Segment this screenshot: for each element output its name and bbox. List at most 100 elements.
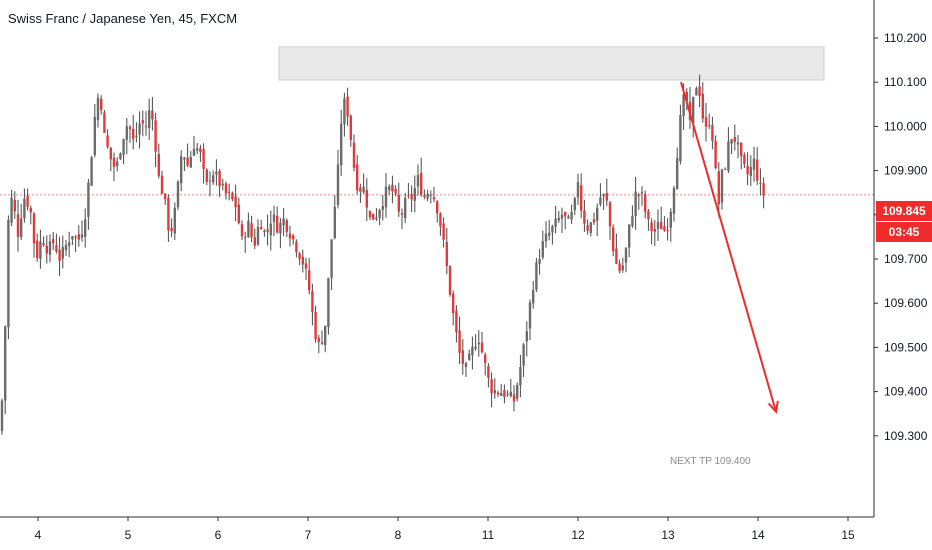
candle-body [420,173,423,195]
candle-body [128,126,132,129]
price-tick-label: 110.200 [884,31,927,45]
time-tick-label: 13 [661,528,675,542]
candle-body [554,218,557,227]
candle-body [701,93,704,119]
candle-body [407,194,410,196]
candle-body [74,236,77,238]
candle-body [663,226,666,231]
candle-body [474,346,477,349]
candle-body [692,97,695,123]
candle-body [487,366,490,378]
candle-body [340,123,343,166]
candle-body [429,194,432,196]
candle-body [103,112,106,133]
candle-body [615,248,618,264]
candle-body [365,189,368,208]
candle-body [720,169,724,203]
candle-body [183,157,186,160]
candle-body [717,171,720,205]
candle-body [272,214,276,222]
candle-body [42,243,45,246]
candle-body [157,154,160,176]
candle-body [205,169,208,182]
current-price-label: 109.845 [876,201,932,221]
candle-body [612,227,615,252]
candle-body [496,392,500,395]
candle-body [621,265,624,270]
candle-body [317,338,320,342]
candle-body [349,115,352,140]
candle-body [295,241,298,253]
candle-body [208,180,212,182]
candle-body [164,193,167,199]
candle-body [122,139,125,155]
candle-body [144,126,148,128]
candle-body [176,181,180,208]
candle-body [260,226,263,230]
candle-body [685,92,688,102]
candle-body [304,263,308,269]
candle-body [228,191,231,193]
time-tick-label: 7 [305,528,312,542]
candle-body [68,242,71,246]
candle-body [324,325,327,346]
candle-body [484,354,487,363]
candle-body [538,259,541,264]
time-axis[interactable]: 4 5 6 7 8 11 12 13 14 15 [35,517,855,542]
candle-body [279,222,282,234]
candle-body [618,263,621,272]
candle-body [58,249,61,261]
candle-body [276,215,279,233]
candle-body [189,157,192,168]
time-tick-label: 12 [571,528,585,542]
candle-body [682,94,685,116]
candle-body [266,229,269,232]
candle-body [45,245,48,254]
candle-body [711,125,714,141]
candle-body [167,197,170,231]
projection-line[interactable] [680,81,777,412]
candle-body [368,210,372,218]
candle-body [327,278,330,327]
candle-body [154,120,157,152]
candle-body [26,195,29,207]
candle-body [100,98,103,111]
candle-body [132,128,135,139]
candle-body [151,110,154,120]
candle-body [573,198,576,211]
candle-body [637,194,640,196]
candle-body [608,202,612,227]
resistance-zone[interactable] [278,46,825,81]
candle-body [7,219,10,328]
candle-body [87,182,90,217]
candle-body [525,331,528,342]
plot-area[interactable] [0,0,874,517]
candle-body [605,192,608,201]
candle-body [468,353,471,360]
candle-body [493,389,496,394]
candle-body [704,117,708,127]
candle-body [192,149,196,156]
candle-body [221,183,224,186]
candle-body [672,188,676,214]
candle-body [490,379,493,394]
candle-body [282,218,285,226]
candle-body [199,148,202,153]
arrow-head-icon [767,400,779,414]
candle-body [90,157,93,186]
candle-body [346,96,349,117]
candle-body [432,197,436,200]
candle-body [535,262,538,290]
candle-body [285,220,288,232]
candle-body [730,139,733,144]
candle-body [64,245,68,251]
candle-body [743,154,746,165]
candle-body [445,242,448,267]
candle-body [202,149,205,170]
candle-body [180,156,183,184]
candle-body [452,293,455,314]
candle-body [410,194,413,200]
candle-body [218,170,221,186]
